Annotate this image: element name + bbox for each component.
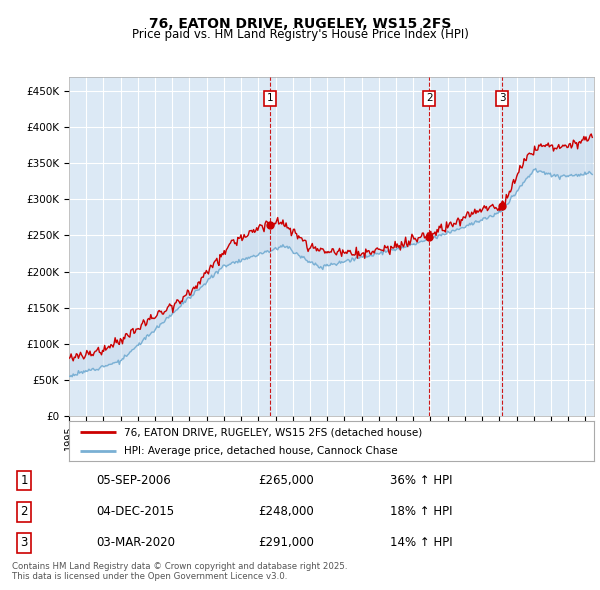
Text: £291,000: £291,000: [258, 536, 314, 549]
Text: £265,000: £265,000: [258, 474, 314, 487]
Text: 14% ↑ HPI: 14% ↑ HPI: [390, 536, 452, 549]
Text: 1: 1: [20, 474, 28, 487]
Text: HPI: Average price, detached house, Cannock Chase: HPI: Average price, detached house, Cann…: [124, 447, 398, 456]
Text: 05-SEP-2006: 05-SEP-2006: [96, 474, 171, 487]
Text: 76, EATON DRIVE, RUGELEY, WS15 2FS (detached house): 76, EATON DRIVE, RUGELEY, WS15 2FS (deta…: [124, 428, 422, 438]
Text: 3: 3: [20, 536, 28, 549]
Text: Contains HM Land Registry data © Crown copyright and database right 2025.
This d: Contains HM Land Registry data © Crown c…: [12, 562, 347, 581]
Text: 76, EATON DRIVE, RUGELEY, WS15 2FS: 76, EATON DRIVE, RUGELEY, WS15 2FS: [149, 17, 451, 31]
Text: 03-MAR-2020: 03-MAR-2020: [96, 536, 175, 549]
Text: £248,000: £248,000: [258, 505, 314, 519]
Text: 36% ↑ HPI: 36% ↑ HPI: [390, 474, 452, 487]
Text: 04-DEC-2015: 04-DEC-2015: [96, 505, 174, 519]
Text: 2: 2: [20, 505, 28, 519]
Text: 1: 1: [266, 93, 273, 103]
Text: 18% ↑ HPI: 18% ↑ HPI: [390, 505, 452, 519]
Text: 2: 2: [426, 93, 433, 103]
Text: Price paid vs. HM Land Registry's House Price Index (HPI): Price paid vs. HM Land Registry's House …: [131, 28, 469, 41]
Text: 3: 3: [499, 93, 506, 103]
